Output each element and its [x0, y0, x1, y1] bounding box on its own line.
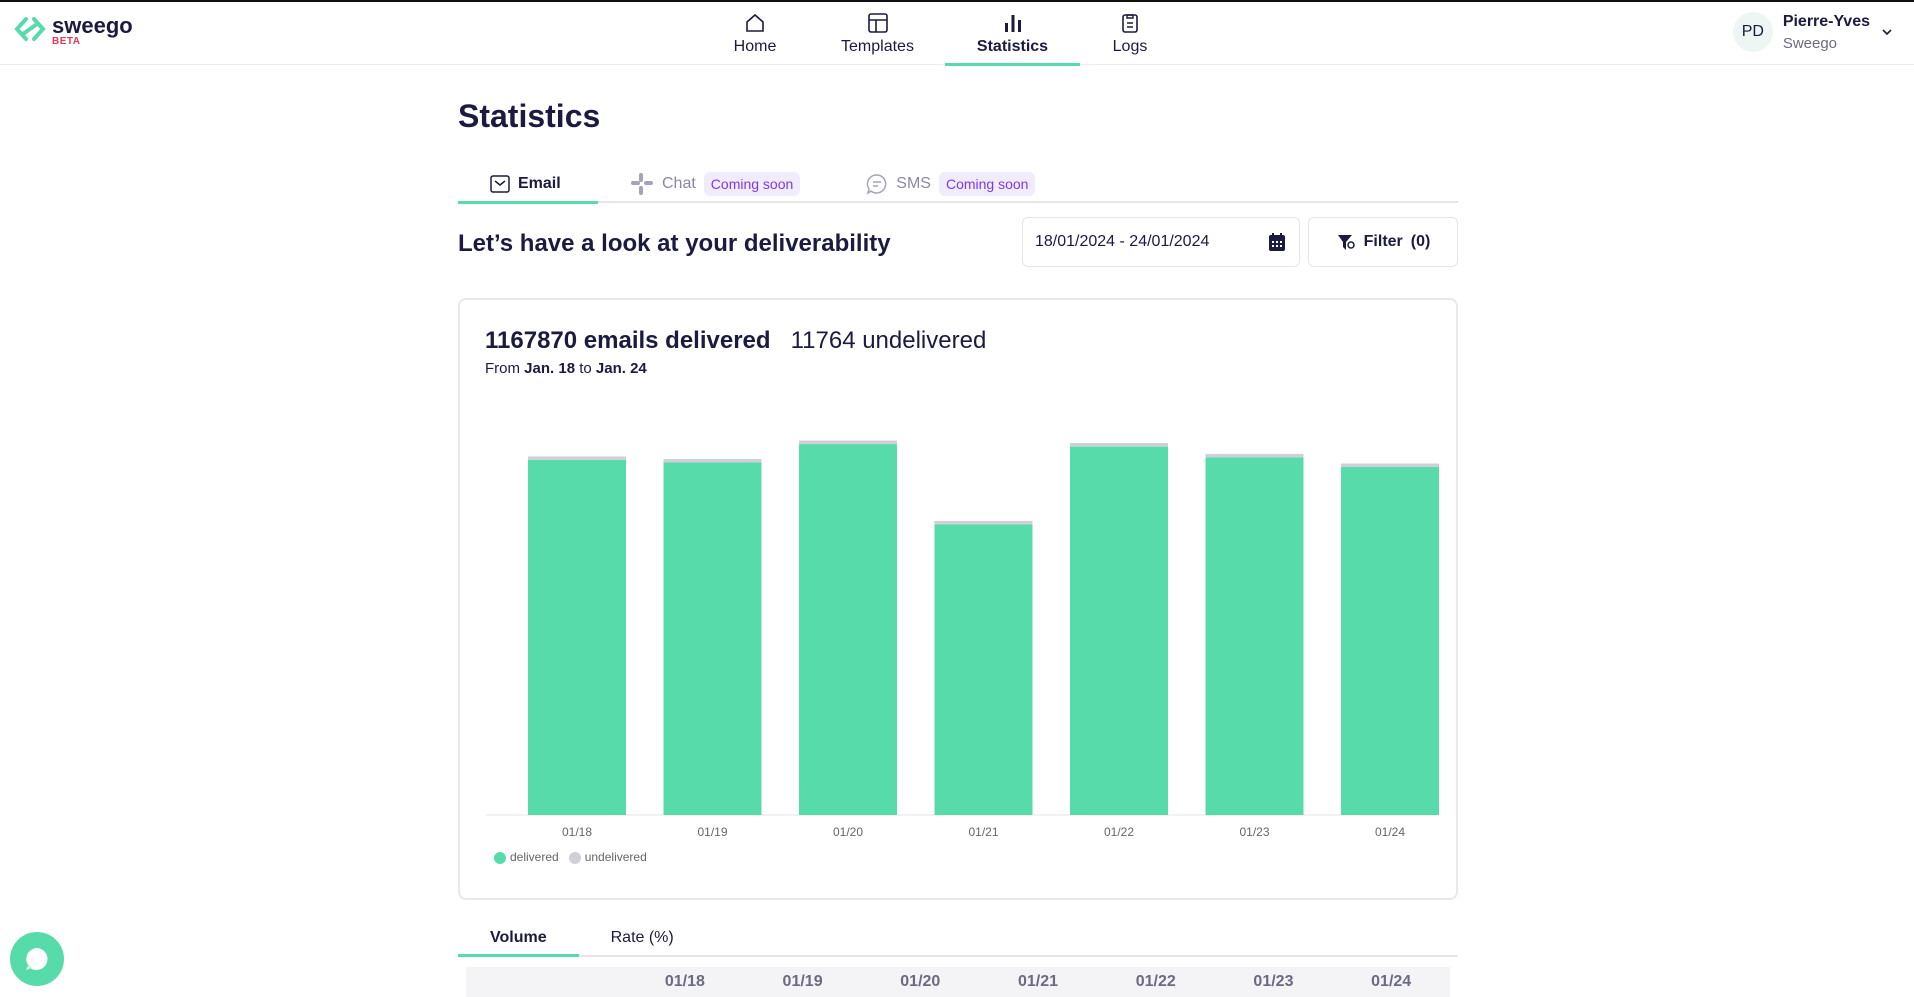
bar-delivered[interactable] [528, 459, 626, 815]
nav-label: Templates [841, 37, 914, 55]
user-menu[interactable]: PD Pierre-Yves Sweego [1732, 12, 1894, 52]
start-date: Jan. 18 [524, 360, 576, 377]
table-header-cell: 01/20 [900, 973, 941, 990]
chat-bubble-icon [26, 948, 48, 970]
brand-name: sweego [52, 13, 133, 38]
section-heading: Let’s have a look at your deliverability [458, 230, 891, 257]
clipboard-icon [1122, 13, 1138, 33]
tab-label: Email [518, 174, 561, 192]
tab-label: SMS [896, 174, 931, 192]
nav-templates[interactable]: Templates [810, 2, 945, 65]
nav-statistics[interactable]: Statistics [945, 2, 1080, 66]
bar-undelivered[interactable] [663, 458, 762, 463]
tab-label: Chat [662, 174, 696, 192]
legend-undelivered[interactable]: undelivered [568, 850, 647, 864]
mail-icon [490, 174, 510, 193]
from-label: From [485, 360, 520, 377]
slack-icon [631, 172, 653, 195]
table-header-cell: 01/24 [1371, 973, 1412, 990]
date-range-picker[interactable]: 18/01/2024 - 24/01/2024 [1022, 217, 1300, 267]
table-header-cell: 01/23 [1253, 973, 1294, 990]
bar-chart-icon [1004, 14, 1021, 32]
channel-tabs: Email Chat Coming soon SMS Coming soon [458, 165, 1458, 204]
tab-volume[interactable]: Volume [458, 922, 579, 957]
to-label: to [579, 360, 592, 377]
delivered-total: 1167870 emails delivered [485, 327, 771, 354]
filter-label: Filter [1363, 233, 1403, 250]
nav-label: Statistics [976, 37, 1049, 55]
bar-undelivered[interactable] [528, 456, 626, 460]
bar-delivered[interactable] [1205, 457, 1304, 815]
filter-button[interactable]: Filter (0) [1308, 217, 1458, 267]
calendar-icon [1269, 233, 1285, 251]
message-icon [867, 173, 887, 195]
avatar: PD [1732, 12, 1773, 52]
bar-delivered[interactable] [1070, 446, 1168, 815]
page-title: Statistics [458, 98, 601, 134]
beta-tag: BETA [52, 36, 81, 47]
table-header-cell: 01/21 [1017, 973, 1059, 990]
nav-logs[interactable]: Logs [1080, 2, 1180, 65]
date-range-value: 18/01/2024 - 24/01/2024 [1035, 233, 1210, 250]
nav-label: Logs [1112, 37, 1148, 55]
nav-home[interactable]: Home [700, 2, 810, 65]
bar-delivered[interactable] [663, 462, 762, 815]
delivered-dot-icon [494, 851, 506, 864]
table-header: 01/18 01/19 01/20 01/21 01/22 01/23 01/24 [466, 967, 1450, 997]
bar-undelivered[interactable] [1070, 443, 1168, 447]
end-date: Jan. 24 [595, 360, 647, 377]
x-tick-label: 01/21 [968, 825, 998, 839]
x-tick-label: 01/22 [1104, 825, 1134, 839]
user-name: Pierre-Yves [1782, 12, 1870, 30]
logo-icon [14, 17, 46, 41]
bar-undelivered[interactable] [799, 440, 897, 445]
undelivered-dot-icon [568, 851, 581, 864]
bar-delivered[interactable] [1341, 467, 1439, 815]
date-summary: From Jan. 18 to Jan. 24 [485, 360, 647, 377]
chart-legend: delivered undelivered [494, 850, 647, 864]
bar-undelivered[interactable] [1205, 453, 1304, 458]
tab-rate[interactable]: Rate (%) [610, 929, 674, 946]
user-org: Sweego [1782, 34, 1838, 52]
top-header: sweego BETA Home Templates Statistics Log… [0, 2, 1914, 66]
tab-sms[interactable]: SMS Coming soon [834, 165, 1069, 202]
nav-label: Home [733, 37, 777, 55]
x-tick-label: 01/19 [697, 825, 727, 839]
legend-label: delivered [510, 850, 559, 864]
filter-icon [1337, 235, 1355, 250]
main-nav: Home Templates Statistics Logs [700, 2, 1180, 66]
coming-soon-badge: Coming soon [703, 171, 801, 196]
table-header-cell: 01/18 [664, 973, 705, 990]
deliverability-card: 1167870 emails delivered 11764 undeliver… [458, 298, 1458, 900]
bar-delivered[interactable] [934, 524, 1033, 815]
bar-undelivered[interactable] [934, 520, 1033, 525]
view-tabs: Volume Rate (%) [458, 922, 1458, 957]
chat-widget-button[interactable] [10, 932, 64, 986]
table-header-cell: 01/19 [782, 973, 823, 990]
layout-icon [867, 12, 888, 33]
legend-delivered[interactable]: delivered [494, 850, 559, 864]
undelivered-total: 11764 undelivered [790, 327, 987, 354]
x-tick-label: 01/24 [1375, 825, 1405, 839]
tab-email[interactable]: Email [458, 165, 598, 204]
bar-delivered[interactable] [799, 444, 897, 815]
sweego-logo[interactable]: sweego BETA [14, 13, 133, 47]
summary: 1167870 emails delivered 11764 undeliver… [485, 327, 986, 355]
table-header-cell: 01/22 [1135, 973, 1176, 990]
home-icon [746, 13, 764, 32]
x-tick-label: 01/18 [562, 825, 592, 839]
tab-chat[interactable]: Chat Coming soon [598, 165, 834, 202]
x-tick-label: 01/23 [1239, 825, 1269, 839]
chevron-down-icon[interactable] [1880, 25, 1894, 39]
legend-label: undelivered [584, 850, 647, 864]
bar-chart: 01/18 01/19 01/20 01/21 01/22 01/23 01/24 [486, 440, 1439, 839]
bar-undelivered[interactable] [1341, 463, 1439, 468]
filter-count: (0) [1410, 233, 1431, 250]
coming-soon-badge: Coming soon [938, 171, 1036, 196]
x-tick-label: 01/20 [833, 825, 863, 839]
